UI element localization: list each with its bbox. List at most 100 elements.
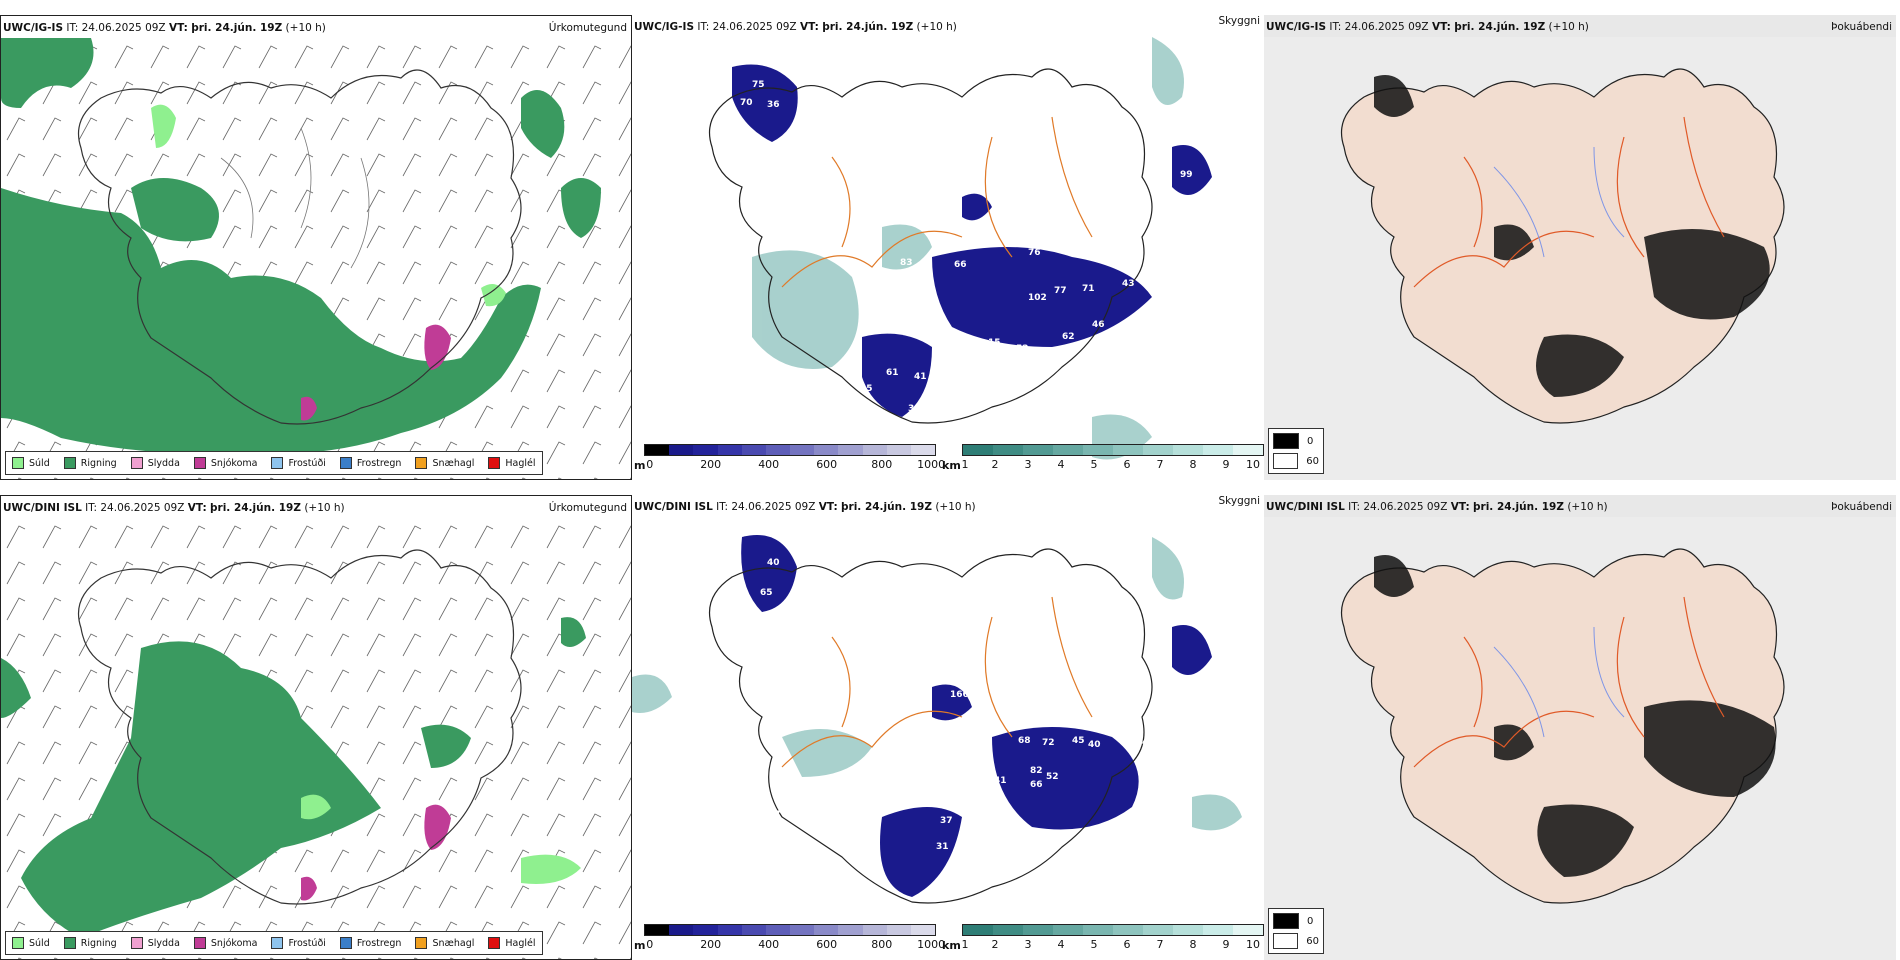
legend-item: Snjókoma — [193, 937, 257, 949]
svg-text:205: 205 — [1124, 138, 1143, 148]
fog-header-bottom: UWC/DINI ISL IT: 24.06.2025 09Z VT: þri.… — [1266, 501, 1608, 513]
svg-text:166: 166 — [950, 690, 969, 700]
legend-item: Rigning — [63, 457, 117, 469]
rivers — [1493, 626, 1625, 738]
svg-text:45: 45 — [1072, 736, 1085, 746]
svg-text:120: 120 — [1098, 632, 1117, 642]
fog-map-bottom — [1264, 517, 1896, 960]
svg-text:87: 87 — [972, 372, 985, 382]
fog-title: Þokuábendi — [1831, 501, 1892, 513]
iceland-coastline — [708, 548, 1153, 904]
svg-text:59: 59 — [1142, 276, 1155, 286]
snow-area — [301, 324, 451, 421]
svg-text:83: 83 — [990, 366, 1003, 376]
svg-text:99: 99 — [1180, 170, 1193, 180]
svg-text:70: 70 — [740, 98, 753, 108]
iceland-land — [1340, 68, 1785, 424]
legend-item: Rigning — [63, 937, 117, 949]
svg-text:102: 102 — [1028, 293, 1047, 303]
svg-text:98: 98 — [942, 160, 955, 170]
svg-text:76: 76 — [1028, 248, 1041, 258]
roads — [1413, 596, 1725, 768]
svg-text:62: 62 — [1026, 710, 1039, 720]
fog-panel-top: UWC/IG-IS IT: 24.06.2025 09Z VT: þri. 24… — [1264, 15, 1896, 480]
lowcloud-area — [741, 535, 1212, 897]
svg-text:93: 93 — [762, 362, 775, 372]
svg-text:75: 75 — [1030, 348, 1043, 358]
cloud-map-bottom: 40 65 59 166 120 137 52 54 62 68 72 45 4… — [632, 535, 1242, 904]
svg-text:137: 137 — [1098, 652, 1117, 662]
cloud-title: Skyggni — [1218, 495, 1261, 507]
iceland-coastline — [708, 68, 1153, 424]
visibility-area — [752, 37, 1184, 460]
legend-item: Haglél — [488, 937, 536, 949]
svg-text:89: 89 — [950, 193, 963, 203]
legend-item: Súld — [12, 457, 50, 469]
svg-text:97: 97 — [768, 810, 781, 820]
precip-title: Úrkomutegund — [548, 502, 627, 514]
cloud-map-top: 75 70 36 81 98 57 71 89 25 120 205 57 99… — [708, 37, 1212, 460]
svg-text:119: 119 — [784, 800, 803, 810]
svg-text:121: 121 — [968, 818, 987, 828]
fog-area — [1374, 555, 1776, 877]
lowcloud-area — [732, 64, 1212, 417]
height-colorbar-top: m 0 200 400 600 800 1000 — [634, 444, 945, 472]
svg-text:52: 52 — [1016, 344, 1029, 354]
height-colorbar-bottom: m 0 200 400 600 800 1000 — [634, 924, 945, 952]
legend-item: Snæhagl — [415, 937, 474, 949]
precip-panel-top: UWC/IG-IS IT: 24.06.2025 09Z VT: þri. 24… — [0, 15, 632, 480]
cloud-header-bottom: UWC/DINI ISL IT: 24.06.2025 09Z VT: þri.… — [634, 501, 976, 513]
fog-area — [1374, 75, 1770, 397]
svg-text:52: 52 — [950, 720, 963, 730]
svg-text:81: 81 — [792, 130, 805, 140]
drizzle-area — [151, 104, 506, 307]
svg-text:31: 31 — [936, 842, 949, 852]
svg-text:66: 66 — [1030, 780, 1043, 790]
roads — [781, 116, 1093, 288]
svg-text:76: 76 — [1178, 202, 1191, 212]
svg-text:102: 102 — [870, 275, 889, 285]
roads — [781, 596, 1093, 768]
rain-area — [1, 617, 586, 938]
svg-text:35: 35 — [860, 384, 873, 394]
svg-text:40: 40 — [1088, 740, 1101, 750]
fog-map-top — [1264, 37, 1896, 480]
fog-title: Þokuábendi — [1831, 21, 1892, 33]
svg-text:52: 52 — [1046, 772, 1059, 782]
legend-item: Slydda — [130, 457, 180, 469]
cloud-panel-bottom: UWC/DINI ISL IT: 24.06.2025 09Z VT: þri.… — [632, 495, 1264, 960]
cloud-base-labels: 75 70 36 81 98 57 71 89 25 120 205 57 99… — [740, 80, 1193, 414]
drizzle-area — [301, 794, 581, 884]
iceland-coastline — [77, 69, 522, 425]
roads — [1413, 116, 1725, 288]
it-value: 24.06.2025 09Z — [81, 22, 166, 34]
legend-item: Frostúði — [271, 457, 326, 469]
cloud-header-top: UWC/IG-IS IT: 24.06.2025 09Z VT: þri. 24… — [634, 21, 957, 33]
cloud-title: Skyggni — [1218, 15, 1261, 27]
vt-label: VT: — [168, 22, 188, 34]
fog-legend-bottom: 0 60 — [1268, 908, 1324, 954]
rivers — [1493, 146, 1625, 258]
visibility-unit: km — [942, 459, 961, 472]
legend-item: Haglél — [488, 457, 536, 469]
legend-item: Snæhagl — [415, 457, 474, 469]
svg-text:130: 130 — [968, 766, 987, 776]
precip-legend-top: Súld Rigning Slydda Snjókoma Frostúði Fr… — [5, 451, 543, 475]
legend-item: Snjókoma — [193, 457, 257, 469]
precip-map-top — [1, 38, 631, 479]
svg-text:57: 57 — [972, 170, 985, 180]
rain-area — [1, 38, 601, 454]
iceland-coastline — [77, 549, 522, 905]
precip-header-top: UWC/IG-IS IT: 24.06.2025 09Z VT: þri. 24… — [3, 22, 326, 34]
svg-text:62: 62 — [1062, 332, 1075, 342]
svg-text:46: 46 — [1092, 320, 1105, 330]
visibility-colorbar-bottom: km 1 2 3 4 5 6 7 8 9 10 — [942, 924, 1264, 952]
svg-text:40: 40 — [767, 558, 780, 568]
fog-legend-top: 0 60 — [1268, 428, 1324, 474]
svg-text:57: 57 — [1148, 160, 1161, 170]
visibility-area — [632, 537, 1242, 831]
vt-value: þri. 24.jún. 19Z — [191, 22, 283, 34]
model-name: UWC/IG-IS — [3, 22, 64, 34]
fog-header-top: UWC/IG-IS IT: 24.06.2025 09Z VT: þri. 24… — [1266, 21, 1589, 33]
fog-panel-bottom: UWC/DINI ISL IT: 24.06.2025 09Z VT: þri.… — [1264, 495, 1896, 960]
